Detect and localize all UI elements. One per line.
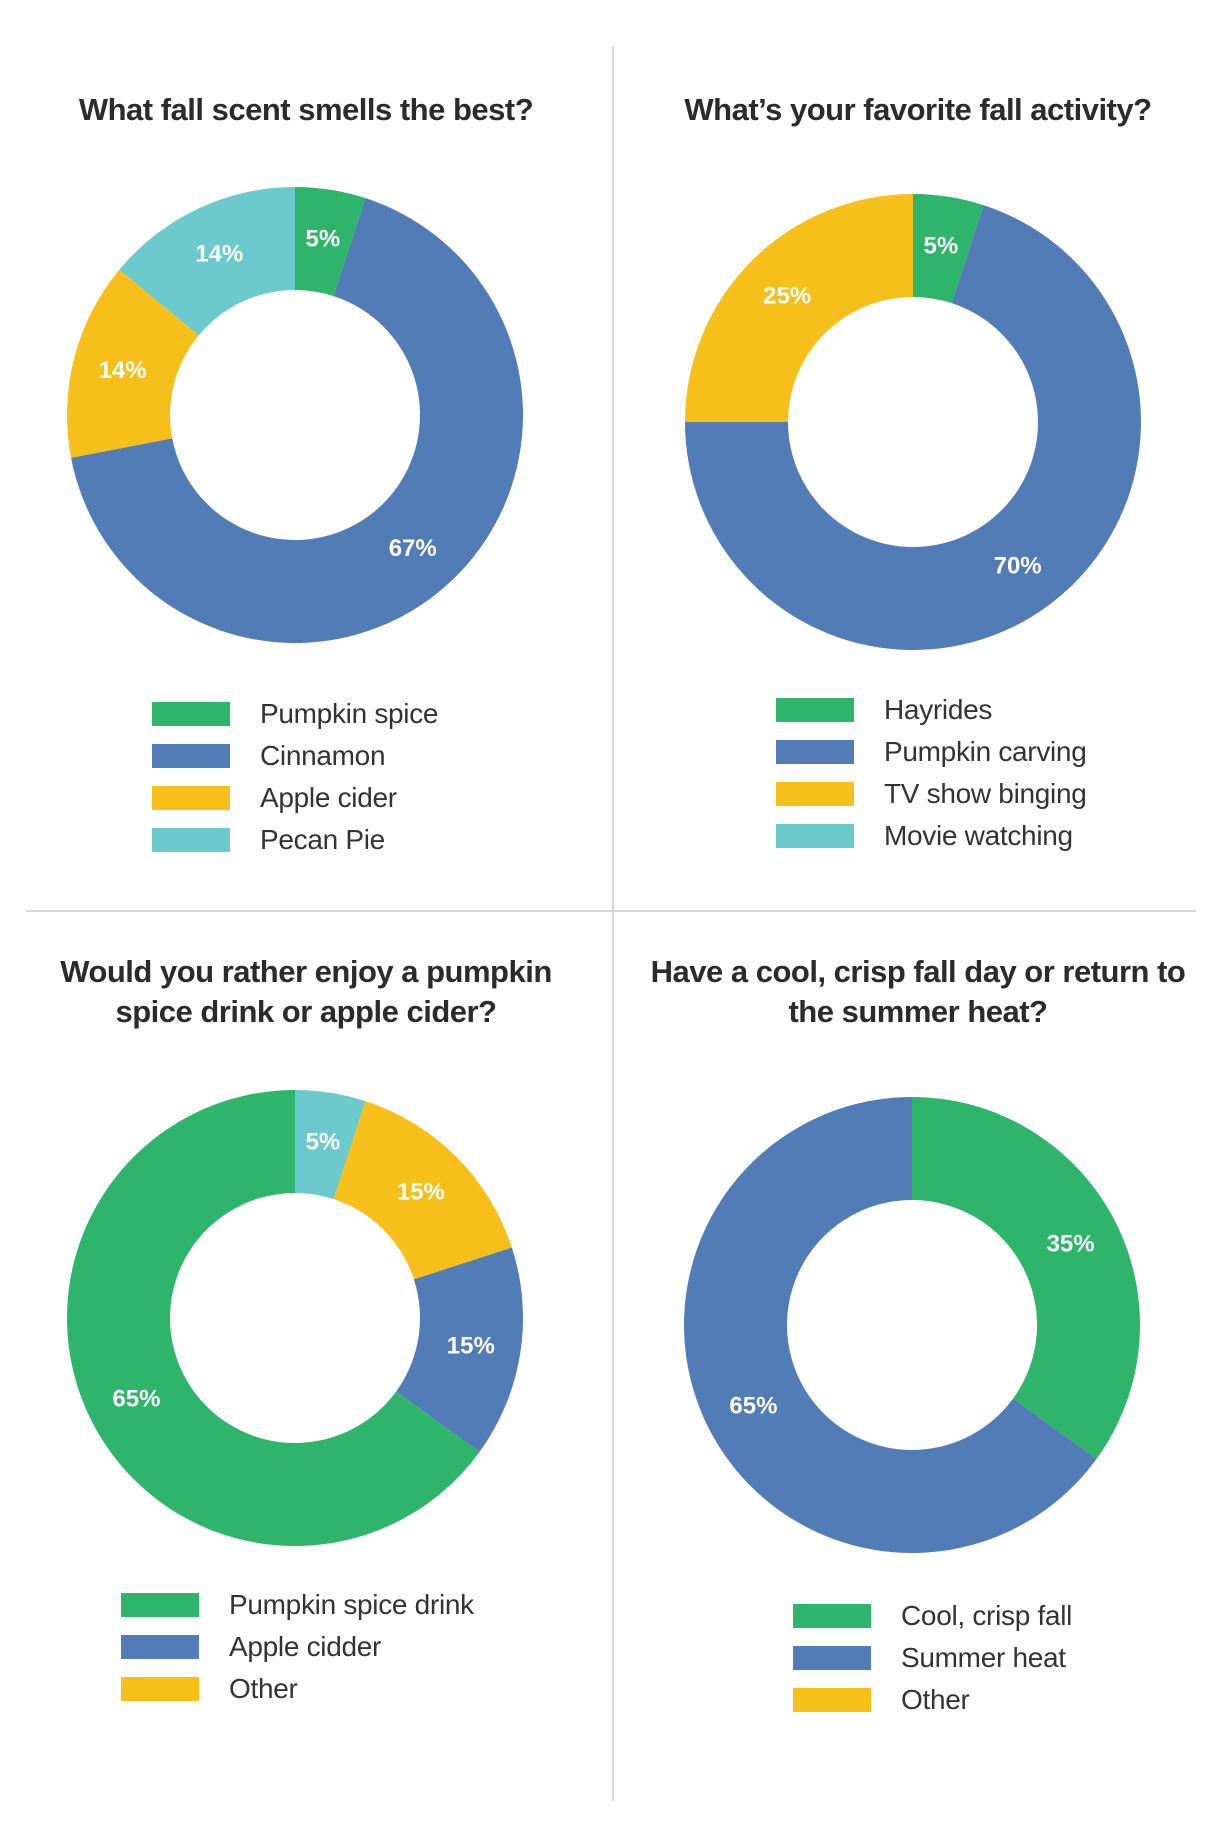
legend: Hayrides Pumpkin carving TV show binging Mo… — [776, 689, 1087, 857]
donut-chart-fall-or-summer: 35% 65% — [684, 1097, 1140, 1553]
legend-item-cool-crisp-fall: Cool, crisp fall — [793, 1595, 1072, 1637]
pie-slice-15-2 — [396, 1247, 523, 1453]
legend-label: Other — [229, 1673, 298, 1704]
legend-item-apple-cidder: Apple cidder — [121, 1626, 474, 1668]
legend-swatch — [776, 698, 854, 722]
pie-slice-14-3 — [119, 187, 295, 336]
horizontal-divider — [26, 910, 1196, 912]
legend-item-movie-watching: Movie watching — [776, 815, 1087, 857]
legend-swatch — [776, 782, 854, 806]
chart-title: What’s your favorite fall activity? — [684, 92, 1152, 127]
legend-item-summer-heat: Summer heat — [793, 1637, 1072, 1679]
legend-swatch — [121, 1635, 199, 1659]
legend: Cool, crisp fall Summer heat Other — [793, 1595, 1072, 1721]
slice-label-2: 25% — [763, 283, 811, 310]
slice-label-0: 5% — [924, 233, 959, 260]
slice-label-1: 65% — [729, 1392, 777, 1419]
legend-label: Cool, crisp fall — [901, 1600, 1073, 1631]
legend-label: TV show binging — [884, 778, 1087, 809]
chart-title: Would you rather enjoy a pumpkin spice d… — [60, 954, 552, 1029]
slice-label-2: 14% — [99, 357, 147, 384]
legend-label: Pumpkin carving — [884, 736, 1087, 767]
legend-label: Movie watching — [884, 820, 1073, 851]
slice-label-3: 14% — [195, 240, 243, 267]
pie-slice-15-1 — [333, 1101, 512, 1280]
legend-swatch — [121, 1593, 199, 1617]
legend: Pumpkin spice drink Apple cidder Other — [121, 1584, 474, 1710]
chart-panel-fall-scent: What fall scent smells the best? 5% 67% 14… — [0, 0, 612, 900]
pie-slice-35-0 — [912, 1097, 1140, 1460]
legend-label: Pecan Pie — [260, 824, 385, 855]
slice-label-2: 15% — [447, 1332, 495, 1359]
pie-slice-14-2 — [67, 269, 199, 458]
slice-label-0: 35% — [1047, 1231, 1095, 1258]
legend-item-pumpkin-spice: Pumpkin spice — [152, 693, 438, 735]
pie-slice-5-0 — [913, 194, 984, 304]
legend-swatch — [152, 786, 230, 810]
legend-label: Pumpkin spice — [260, 698, 439, 729]
legend-item-pumpkin-spice-drink: Pumpkin spice drink — [121, 1584, 474, 1626]
legend-label: Apple cidder — [229, 1631, 382, 1662]
legend-swatch — [152, 702, 230, 726]
pie-slice-5-0 — [295, 187, 366, 297]
chart-panel-fall-activity: What’s your favorite fall activity? 5% 70… — [612, 0, 1224, 900]
legend-item-other: Other — [793, 1679, 1072, 1721]
legend-item-hayrides: Hayrides — [776, 689, 1087, 731]
slice-label-0: 5% — [306, 226, 341, 253]
vertical-divider — [612, 46, 614, 1801]
pie-slice-65-1 — [684, 1097, 1097, 1553]
legend-swatch — [793, 1646, 871, 1670]
slice-label-0: 5% — [306, 1129, 341, 1156]
slice-label-1: 70% — [994, 553, 1042, 580]
slice-label-1: 67% — [389, 535, 437, 562]
legend-swatch — [121, 1677, 199, 1701]
slice-label-1: 15% — [397, 1179, 445, 1206]
legend: Pumpkin spice Cinnamon Apple cider Pecan Pi… — [152, 693, 438, 861]
legend-label: Other — [901, 1684, 970, 1715]
legend-item-tv-show-binging: TV show binging — [776, 773, 1087, 815]
legend-item-other: Other — [121, 1668, 474, 1710]
donut-chart-fall-scent: 5% 67% 14% 14% — [67, 187, 523, 643]
pie-slice-25-2 — [685, 194, 913, 422]
chart-title: Have a cool, crisp fall day or return to… — [650, 954, 1186, 1029]
legend-label: Cinnamon — [260, 740, 386, 771]
donut-chart-drink-choice: 5% 15% 15% 65% — [67, 1090, 523, 1546]
legend-label: Apple cider — [260, 782, 397, 813]
legend-swatch — [793, 1688, 871, 1712]
legend-label: Pumpkin spice drink — [229, 1589, 474, 1620]
slice-label-3: 65% — [112, 1385, 160, 1412]
pie-slice-67-1 — [71, 198, 523, 643]
legend-swatch — [152, 744, 230, 768]
pie-slice-5-0 — [295, 1090, 366, 1200]
legend-label: Summer heat — [901, 1642, 1066, 1673]
legend-swatch — [793, 1604, 871, 1628]
pie-slice-65-3 — [67, 1090, 480, 1546]
chart-panel-fall-or-summer: Have a cool, crisp fall day or return to… — [612, 912, 1224, 1812]
legend-item-pumpkin-carving: Pumpkin carving — [776, 731, 1087, 773]
legend-swatch — [776, 824, 854, 848]
pie-slice-70-1 — [685, 205, 1141, 650]
chart-title: What fall scent smells the best? — [78, 92, 534, 127]
donut-chart-fall-activity: 5% 70% 25% — [685, 194, 1141, 650]
legend-swatch — [152, 828, 230, 852]
legend-swatch — [776, 740, 854, 764]
legend-label: Hayrides — [884, 694, 993, 725]
legend-item-apple-cider: Apple cider — [152, 777, 438, 819]
chart-panel-drink-choice: Would you rather enjoy a pumpkin spice d… — [0, 912, 612, 1812]
legend-item-cinnamon: Cinnamon — [152, 735, 438, 777]
legend-item-pecan-pie: Pecan Pie — [152, 819, 438, 861]
